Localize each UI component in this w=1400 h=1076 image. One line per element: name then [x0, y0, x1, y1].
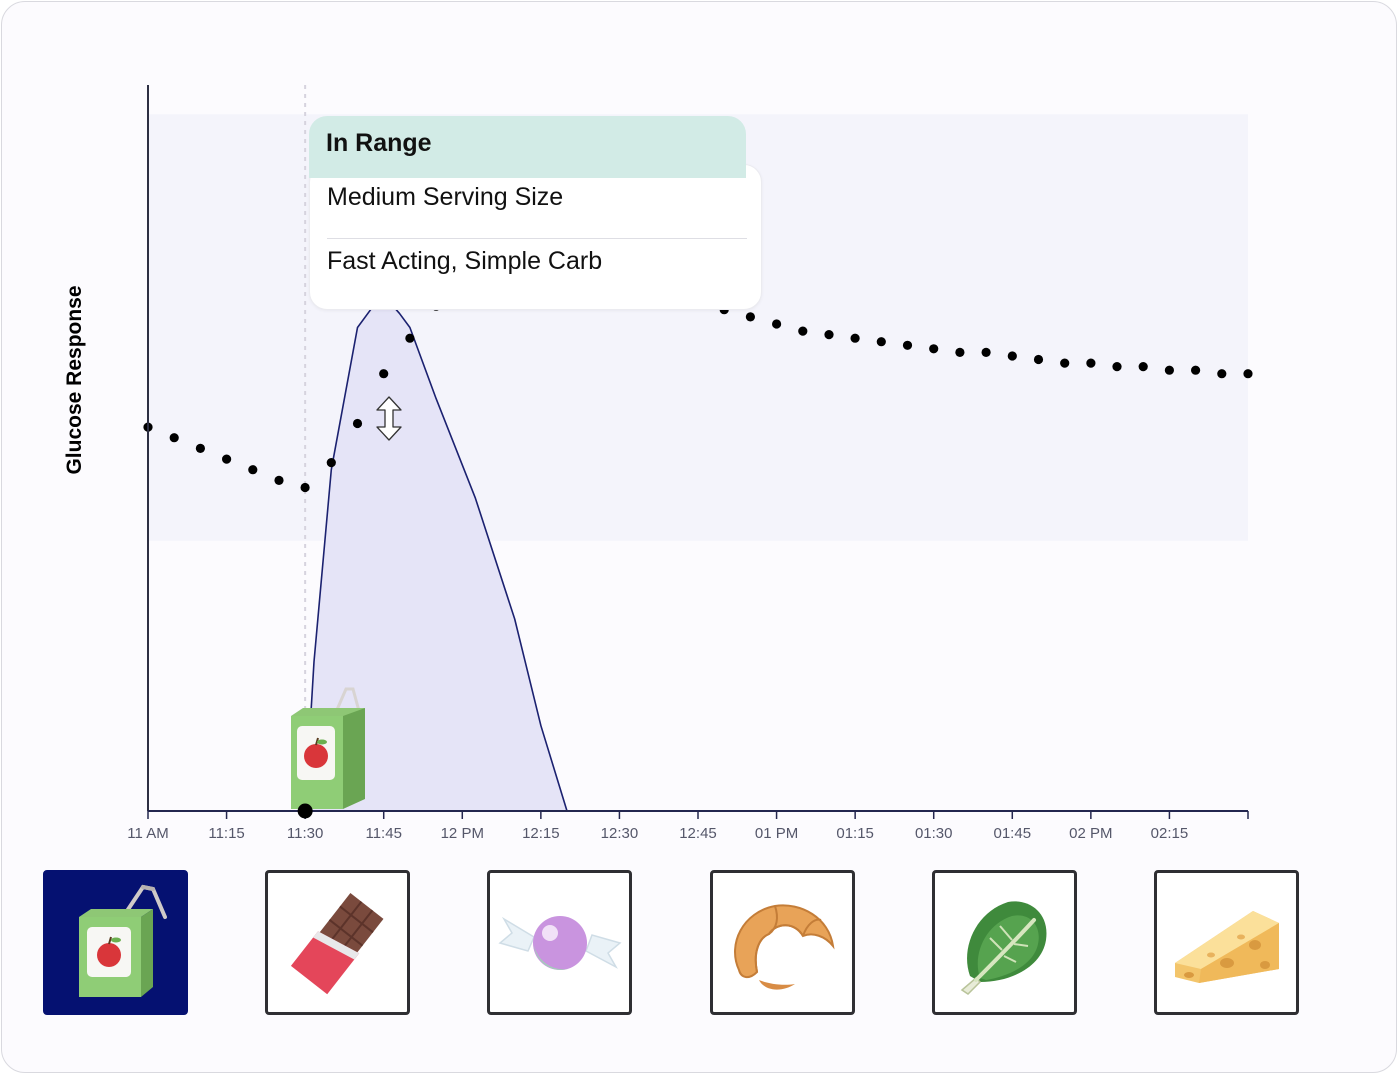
- glucose-point: [745, 312, 756, 322]
- food-chocolate-button[interactable]: [265, 870, 410, 1015]
- x-tick-label: 12:15: [522, 825, 560, 842]
- x-tick-label: 02:15: [1151, 825, 1189, 842]
- glucose-point: [1007, 351, 1017, 361]
- juice-box-marker-icon: [291, 687, 365, 809]
- glucose-spike-area: [304, 294, 568, 812]
- resize-handle-icon[interactable]: [376, 396, 402, 441]
- glucose-point: [1033, 354, 1044, 365]
- glucose-point: [981, 347, 991, 357]
- x-tick-label: 11:15: [208, 825, 244, 842]
- glucose-point: [248, 465, 258, 475]
- x-tick-label: 12:45: [679, 825, 717, 842]
- x-tick-label: 01:45: [994, 825, 1032, 842]
- x-axis-ticks: 11 AM 11:15 11:30 11:45 12 PM 12:15 12:30 12:45…: [127, 811, 1249, 842]
- glucose-point: [1060, 358, 1070, 368]
- food-candy-button[interactable]: [487, 870, 632, 1015]
- glucose-point: [902, 340, 913, 350]
- glucose-point: [222, 454, 232, 464]
- cheese-icon: [1174, 910, 1279, 983]
- glucose-point: [1217, 369, 1227, 379]
- glucose-point: [1086, 358, 1096, 368]
- food-juice-box-button[interactable]: [43, 870, 188, 1015]
- glucose-point: [169, 433, 179, 443]
- tooltip-body: Medium Serving Size Fast Acting, Simple …: [309, 164, 762, 310]
- candy-icon: [497, 915, 622, 970]
- juice-box-icon: [78, 884, 167, 997]
- glucose-point: [195, 443, 205, 453]
- glucose-point: [326, 458, 336, 468]
- glucose-point: [1243, 369, 1253, 379]
- glucose-point: [798, 326, 808, 336]
- glucose-point: [300, 482, 310, 493]
- glucose-point: [955, 347, 965, 357]
- lettuce-icon: [960, 900, 1046, 995]
- x-tick-label: 01 PM: [755, 825, 798, 842]
- x-tick-label: 01:15: [836, 825, 874, 842]
- croissant-icon: [733, 903, 835, 990]
- glucose-point: [850, 333, 860, 343]
- x-tick-label: 11:30: [287, 825, 323, 842]
- food-croissant-button[interactable]: [710, 870, 855, 1015]
- glucose-point: [1191, 365, 1201, 375]
- range-status-header: In Range: [309, 116, 746, 178]
- tooltip-divider: [327, 238, 747, 239]
- glucose-point: [274, 475, 284, 485]
- glucose-point: [1164, 365, 1174, 375]
- x-tick-label: 01:30: [915, 825, 953, 842]
- carb-type-text: Fast Acting, Simple Carb: [327, 247, 603, 275]
- x-tick-label: 11 AM: [127, 825, 168, 842]
- glucose-point: [1112, 362, 1122, 372]
- glucose-point: [929, 344, 939, 354]
- glucose-point: [379, 369, 389, 379]
- x-tick-label: 12 PM: [441, 825, 484, 842]
- y-axis-label: Glucose Response: [63, 285, 86, 475]
- glucose-point: [772, 319, 782, 329]
- x-tick-label: 12:30: [601, 825, 639, 842]
- x-tick-label: 02 PM: [1069, 825, 1112, 842]
- glucose-point: [405, 333, 415, 343]
- glucose-point: [1138, 362, 1148, 372]
- glucose-point: [876, 337, 886, 347]
- x-tick-label: 11:45: [365, 825, 401, 842]
- food-lettuce-button[interactable]: [932, 870, 1077, 1015]
- glucose-point: [352, 418, 363, 429]
- glucose-point: [824, 330, 834, 340]
- food-cheese-button[interactable]: [1154, 870, 1299, 1015]
- chocolate-bar-icon: [290, 892, 383, 994]
- serving-size-text: Medium Serving Size: [327, 183, 564, 211]
- meal-time-point: [297, 803, 313, 819]
